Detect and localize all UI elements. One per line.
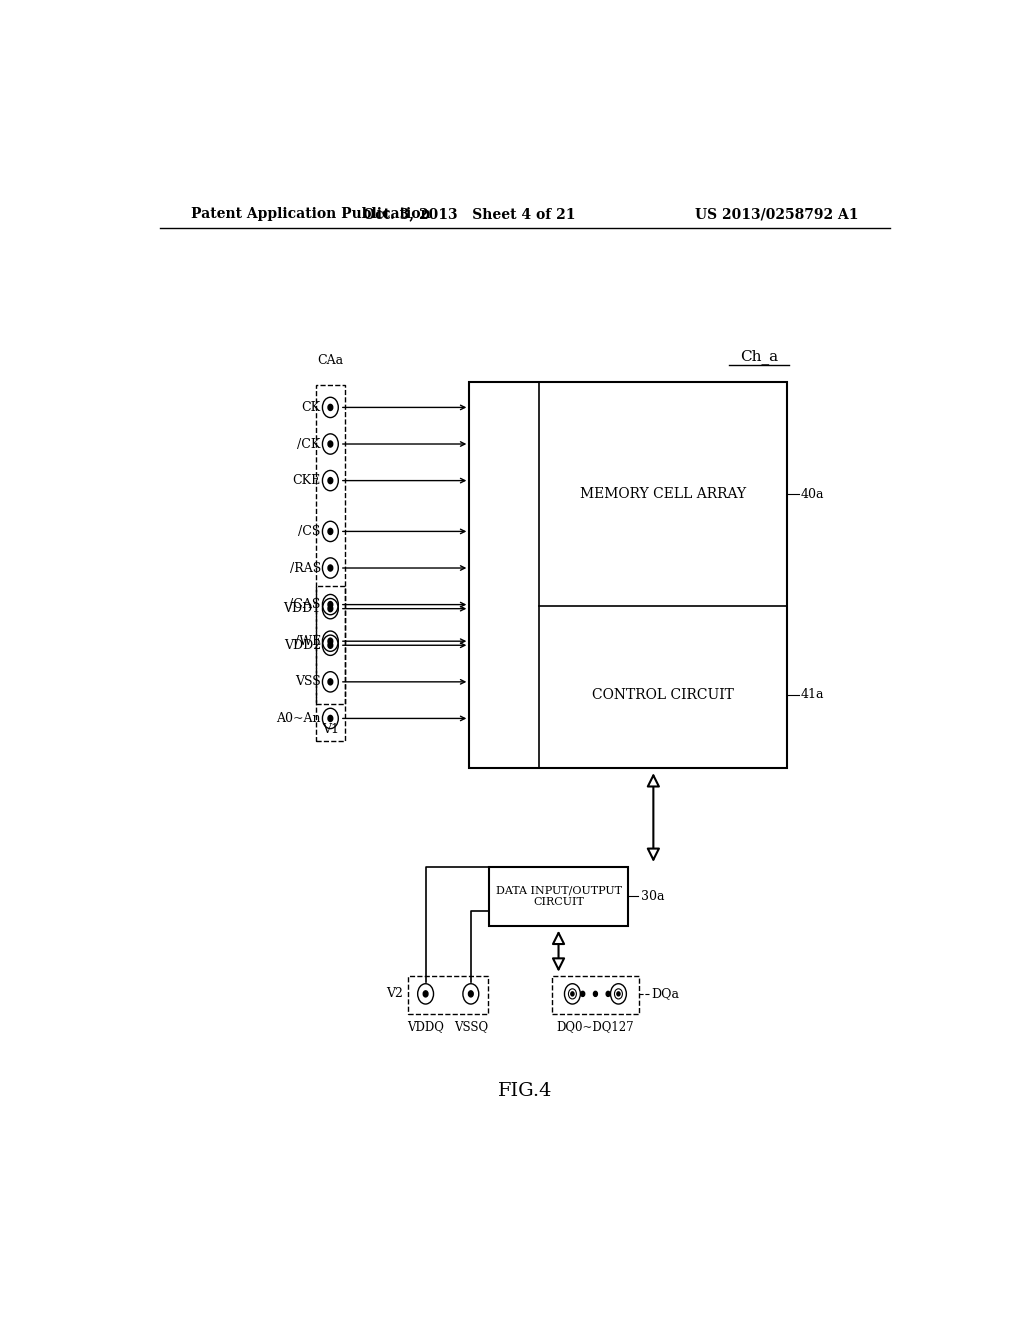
Circle shape <box>594 991 597 997</box>
Bar <box>316 385 345 741</box>
Text: CK: CK <box>302 401 321 414</box>
Circle shape <box>328 404 333 411</box>
Text: Ch_a: Ch_a <box>740 350 778 364</box>
Text: CKE: CKE <box>293 474 321 487</box>
Text: /WE: /WE <box>295 635 321 648</box>
Text: 41a: 41a <box>801 688 824 701</box>
Bar <box>489 867 628 925</box>
Text: FIG.4: FIG.4 <box>498 1082 552 1101</box>
Text: VSSQ: VSSQ <box>454 1020 487 1034</box>
Text: VDDQ: VDDQ <box>408 1020 444 1034</box>
Text: 40a: 40a <box>801 487 824 500</box>
Text: CONTROL CIRCUIT: CONTROL CIRCUIT <box>592 688 734 702</box>
Text: Oct. 3, 2013   Sheet 4 of 21: Oct. 3, 2013 Sheet 4 of 21 <box>362 207 575 222</box>
Circle shape <box>328 715 333 722</box>
Bar <box>469 381 786 768</box>
Circle shape <box>328 441 333 447</box>
Text: A0~An: A0~An <box>276 711 321 725</box>
Text: DQa: DQa <box>652 987 680 1001</box>
Circle shape <box>616 991 621 995</box>
Bar <box>552 975 639 1014</box>
Text: DATA INPUT/OUTPUT
CIRCUIT: DATA INPUT/OUTPUT CIRCUIT <box>496 886 622 907</box>
Text: 30a: 30a <box>641 890 665 903</box>
Text: VDD2: VDD2 <box>284 639 321 652</box>
Text: V1: V1 <box>322 722 339 735</box>
Circle shape <box>581 991 585 997</box>
Text: /CS: /CS <box>298 525 321 539</box>
Text: /CAS: /CAS <box>290 598 321 611</box>
Text: US 2013/0258792 A1: US 2013/0258792 A1 <box>694 207 858 222</box>
Text: V2: V2 <box>386 987 403 1001</box>
Circle shape <box>328 606 333 611</box>
Text: DQ0~DQ127: DQ0~DQ127 <box>557 1020 634 1034</box>
Circle shape <box>328 478 333 483</box>
Bar <box>409 975 488 1014</box>
Text: MEMORY CELL ARRAY: MEMORY CELL ARRAY <box>580 487 745 502</box>
Text: VSS: VSS <box>295 676 321 688</box>
Text: /RAS: /RAS <box>290 561 321 574</box>
Circle shape <box>328 602 333 607</box>
Circle shape <box>328 638 333 644</box>
Circle shape <box>328 528 333 535</box>
Text: /CK: /CK <box>297 437 321 450</box>
Text: CAa: CAa <box>317 354 343 367</box>
Circle shape <box>328 643 333 648</box>
Circle shape <box>570 991 574 995</box>
Circle shape <box>423 991 428 997</box>
Circle shape <box>328 565 333 572</box>
Circle shape <box>606 991 610 997</box>
Text: VDD1: VDD1 <box>284 602 321 615</box>
Bar <box>316 586 345 704</box>
Text: Patent Application Publication: Patent Application Publication <box>191 207 431 222</box>
Circle shape <box>468 991 473 997</box>
Circle shape <box>328 678 333 685</box>
